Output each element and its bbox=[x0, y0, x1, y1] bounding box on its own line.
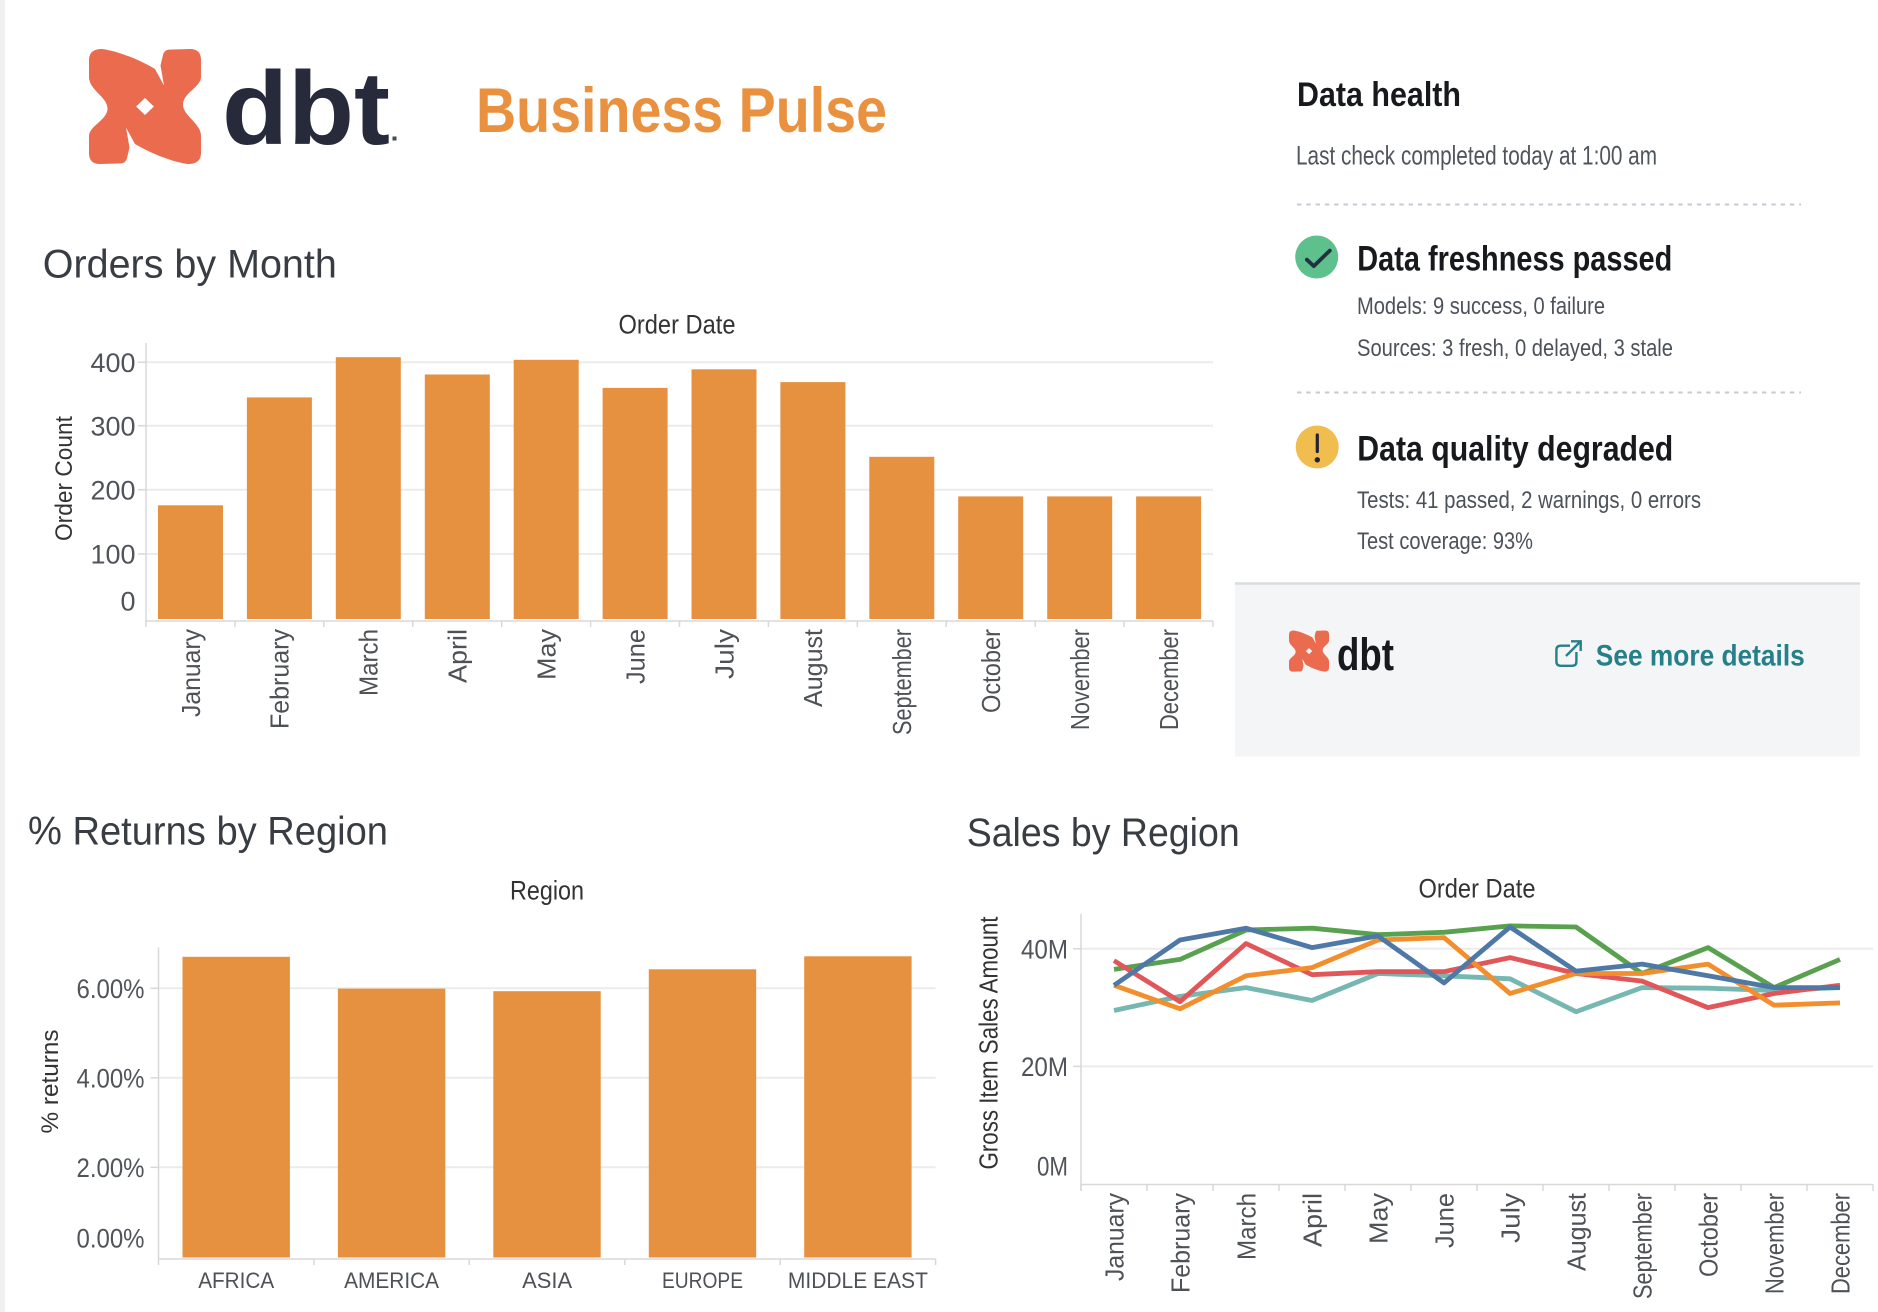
svg-text:Tests: 41 passed, 2 warnings,: Tests: 41 passed, 2 warnings, 0 errors bbox=[1357, 487, 1701, 514]
svg-text:Gross Item Sales Amount: Gross Item Sales Amount bbox=[976, 917, 1004, 1170]
svg-text:June: June bbox=[1429, 1193, 1459, 1248]
svg-text:Order Date: Order Date bbox=[1419, 873, 1536, 903]
svg-text:% returns: % returns bbox=[37, 1030, 64, 1134]
svg-text:Business Pulse: Business Pulse bbox=[476, 76, 887, 146]
svg-text:January: January bbox=[176, 629, 206, 717]
svg-text:December: December bbox=[1154, 629, 1184, 730]
svg-text:September: September bbox=[1627, 1193, 1657, 1299]
svg-text:November: November bbox=[1759, 1193, 1789, 1294]
svg-text:200: 200 bbox=[91, 475, 136, 505]
svg-text:Sources: 3 fresh, 0 delayed, 3: Sources: 3 fresh, 0 delayed, 3 stale bbox=[1357, 335, 1673, 362]
svg-text:AFRICA: AFRICA bbox=[198, 1268, 274, 1293]
svg-text:January: January bbox=[1099, 1193, 1129, 1281]
svg-text:March: March bbox=[1231, 1193, 1261, 1260]
svg-text:October: October bbox=[1693, 1193, 1723, 1277]
svg-text:Region: Region bbox=[510, 875, 584, 905]
svg-text:20M: 20M bbox=[1021, 1052, 1068, 1082]
svg-text:Data freshness passed: Data freshness passed bbox=[1357, 238, 1672, 278]
svg-text:April: April bbox=[443, 629, 473, 683]
svg-text:May: May bbox=[1363, 1193, 1393, 1244]
svg-text:40M: 40M bbox=[1021, 935, 1068, 965]
svg-text:May: May bbox=[532, 629, 562, 680]
svg-text:Models: 9 success, 0 failure: Models: 9 success, 0 failure bbox=[1357, 293, 1605, 320]
svg-text:dbt: dbt bbox=[1337, 629, 1394, 680]
svg-text:July: July bbox=[1495, 1193, 1525, 1243]
svg-text:% Returns by Region: % Returns by Region bbox=[28, 810, 388, 854]
svg-text:EUROPE: EUROPE bbox=[662, 1268, 743, 1293]
svg-text:0M: 0M bbox=[1037, 1152, 1068, 1182]
svg-text:October: October bbox=[976, 629, 1006, 713]
svg-text:February: February bbox=[1165, 1193, 1195, 1293]
svg-text:4.00%: 4.00% bbox=[77, 1064, 145, 1094]
svg-text:Orders by Month: Orders by Month bbox=[43, 242, 337, 286]
svg-text:August: August bbox=[1561, 1192, 1591, 1271]
svg-text:2.00%: 2.00% bbox=[77, 1153, 145, 1183]
svg-text:Data health: Data health bbox=[1297, 76, 1461, 114]
svg-text:April: April bbox=[1297, 1193, 1327, 1247]
svg-text:September: September bbox=[887, 629, 917, 735]
svg-text:0.00%: 0.00% bbox=[77, 1223, 145, 1253]
svg-text:November: November bbox=[1065, 629, 1095, 730]
svg-text:Data quality degraded: Data quality degraded bbox=[1357, 428, 1673, 468]
svg-text:July: July bbox=[709, 629, 739, 679]
svg-text:August: August bbox=[798, 628, 828, 707]
svg-text:March: March bbox=[354, 629, 384, 696]
svg-text:Sales by Region: Sales by Region bbox=[967, 811, 1240, 855]
svg-text:dbt: dbt bbox=[222, 51, 390, 167]
svg-text:AMERICA: AMERICA bbox=[344, 1268, 439, 1293]
svg-text:0: 0 bbox=[121, 587, 136, 617]
svg-text:December: December bbox=[1825, 1193, 1855, 1294]
svg-text:February: February bbox=[265, 629, 295, 729]
svg-text:Order Date: Order Date bbox=[619, 310, 736, 340]
svg-text:400: 400 bbox=[91, 348, 136, 378]
svg-text:Last check completed today at: Last check completed today at 1:00 am bbox=[1296, 141, 1657, 171]
svg-text:Order Count: Order Count bbox=[51, 416, 78, 541]
svg-text:300: 300 bbox=[91, 411, 136, 441]
svg-text:See more details: See more details bbox=[1596, 639, 1805, 672]
svg-text:June: June bbox=[620, 629, 650, 684]
svg-text:100: 100 bbox=[91, 540, 136, 570]
svg-text:MIDDLE EAST: MIDDLE EAST bbox=[788, 1268, 928, 1293]
svg-text:6.00%: 6.00% bbox=[77, 974, 145, 1004]
svg-text:ASIA: ASIA bbox=[522, 1268, 572, 1293]
svg-text:Test coverage: 93%: Test coverage: 93% bbox=[1357, 528, 1533, 555]
